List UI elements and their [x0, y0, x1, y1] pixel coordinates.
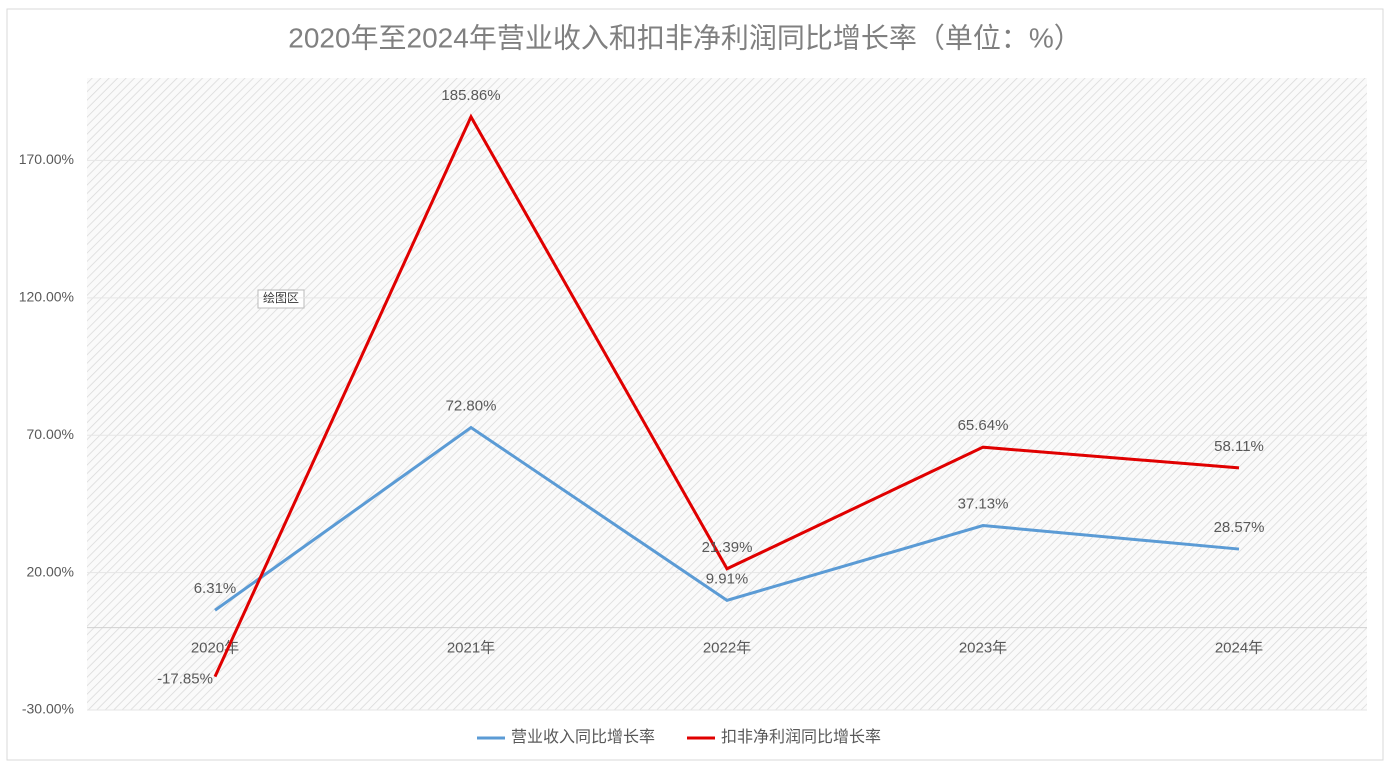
series-line [214, 425, 1240, 612]
data-label: -17.85% [157, 671, 213, 688]
data-label: 21.39% [702, 539, 753, 556]
y-tick-label: 120.00% [19, 289, 74, 305]
y-tick-label: 70.00% [27, 426, 74, 442]
x-tick-label: 2023年 [959, 640, 1007, 657]
data-label: 28.57% [1214, 519, 1265, 536]
chart-title: 2020年至2024年营业收入和扣非净利润同比增长率（单位：%） [288, 22, 1081, 53]
series-line [213, 113, 1240, 678]
tooltip-box [257, 289, 305, 309]
data-label: 65.64% [958, 417, 1009, 434]
data-label: 58.11% [1214, 438, 1264, 455]
x-tick-label: 2021年 [447, 640, 495, 657]
y-tick-label: 170.00% [19, 151, 74, 167]
data-label: 9.91% [706, 570, 749, 587]
data-label: 185.86% [441, 87, 500, 104]
data-label: 72.80% [446, 397, 497, 414]
x-tick-label: 2024年 [1215, 640, 1263, 657]
x-tick-label: 2022年 [703, 640, 751, 657]
legend-label: 营业收入同比增长率 [511, 728, 655, 746]
plot-area [87, 78, 1367, 710]
data-label: 37.13% [958, 496, 1009, 513]
y-tick-label: 20.00% [27, 563, 74, 579]
legend-label: 扣非净利润同比增长率 [721, 728, 881, 746]
data-label: 6.31% [194, 580, 237, 597]
y-tick-label: -30.00% [22, 701, 74, 717]
